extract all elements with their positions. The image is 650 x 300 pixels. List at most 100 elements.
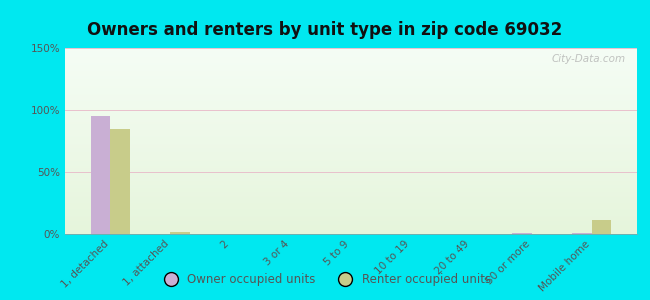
Bar [65,76,637,77]
Bar [65,160,637,161]
Bar [65,179,637,180]
Bar [65,161,637,162]
Bar [65,203,637,204]
Bar [65,54,637,55]
Bar [65,82,637,83]
Bar [65,90,637,91]
Bar [65,64,637,65]
Bar [65,80,637,82]
Bar [65,181,637,182]
Bar [65,217,637,218]
Bar [65,228,637,229]
Bar [65,226,637,227]
Bar [65,154,637,155]
Bar [65,198,637,199]
Bar [65,232,637,233]
Bar [65,155,637,156]
Bar [65,212,637,213]
Bar [65,146,637,147]
Bar [65,159,637,160]
Bar [65,91,637,92]
Bar [65,71,637,72]
Bar [65,130,637,131]
Bar [170,232,190,234]
Bar [65,199,637,200]
Bar [65,138,637,139]
Bar [65,57,637,58]
Bar [65,218,637,219]
Bar [65,208,637,209]
Bar [65,74,637,75]
Bar [65,192,637,193]
Bar [65,60,637,61]
Bar [65,142,637,143]
Bar [65,59,637,60]
Bar [65,107,637,108]
Text: City-Data.com: City-Data.com [551,54,625,64]
Bar [65,79,637,80]
Bar [65,222,637,223]
Bar [65,206,637,207]
Bar [65,65,637,66]
Bar [65,152,637,153]
Legend: Owner occupied units, Renter occupied units: Owner occupied units, Renter occupied un… [154,269,496,291]
Bar [65,83,637,84]
Bar [65,84,637,85]
Bar [65,100,637,101]
Bar [65,205,637,206]
Bar [65,78,637,79]
Bar [65,220,637,221]
Bar [65,156,637,157]
Bar [65,173,637,175]
Bar [65,75,637,76]
Bar [65,88,637,89]
Bar [65,135,637,136]
Bar [65,95,637,96]
Bar [65,115,637,116]
Bar [65,116,637,117]
Bar [65,140,637,141]
Bar [111,129,129,234]
Bar [65,148,637,149]
Bar [65,216,637,217]
Bar [65,85,637,86]
Bar [65,182,637,183]
Bar [573,233,592,234]
Text: Owners and renters by unit type in zip code 69032: Owners and renters by unit type in zip c… [87,21,563,39]
Bar [65,56,637,57]
Bar [65,51,637,52]
Bar [65,197,637,198]
Bar [65,141,637,142]
Bar [512,233,532,234]
Bar [65,86,637,87]
Bar [65,202,637,203]
Bar [65,117,637,118]
Bar [65,233,637,234]
Bar [65,165,637,166]
Bar [65,145,637,146]
Bar [65,58,637,59]
Bar [65,127,637,128]
Bar [65,160,637,161]
Bar [65,210,637,211]
Bar [65,213,637,214]
Bar [65,98,637,99]
Bar [65,204,637,205]
Bar [65,221,637,222]
Bar [65,114,637,115]
Bar [65,211,637,212]
Bar [65,167,637,168]
Bar [65,144,637,145]
Bar [65,129,637,130]
Bar [65,99,637,100]
Bar [65,66,637,67]
Bar [65,225,637,226]
Bar [65,94,637,95]
Bar [65,62,637,63]
Bar [65,70,637,71]
Bar [65,128,637,129]
Bar [65,209,637,210]
Bar [65,177,637,178]
Bar [65,139,637,140]
Bar [65,150,637,151]
